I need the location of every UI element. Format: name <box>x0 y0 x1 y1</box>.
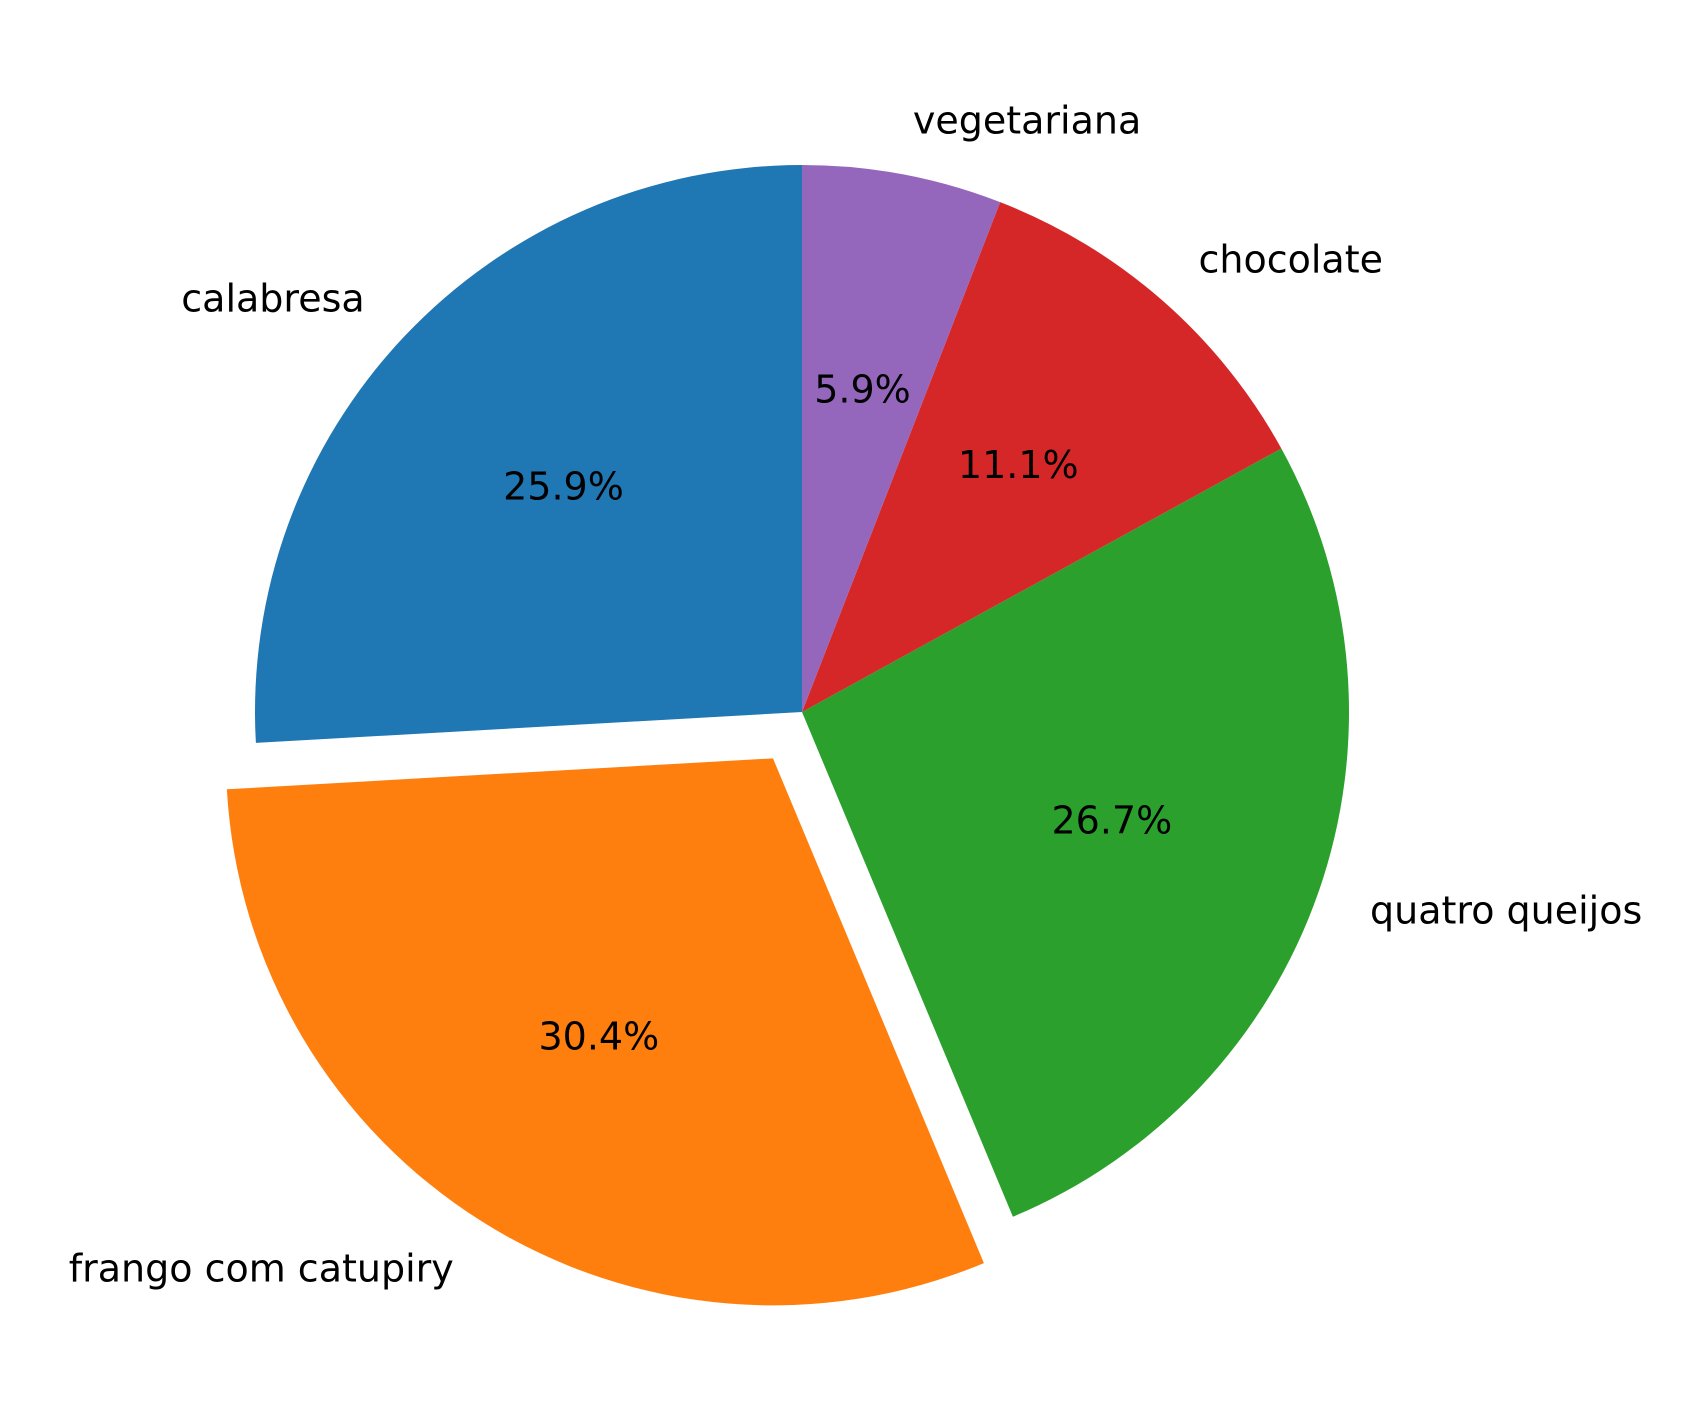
labels-layer: 25.9% calabresa 30.4% frango com catupiry 26… <box>69 99 1643 1291</box>
pct-label-vegetariana: 5.9% <box>814 367 911 411</box>
pie-slice-vegetariana <box>802 165 1001 712</box>
pct-label-frango-com-catupiry: 30.4% <box>539 1015 660 1059</box>
slice-label-chocolate: chocolate <box>1198 237 1383 281</box>
slice-label-frango-com-catupiry: frango com catupiry <box>69 1246 454 1290</box>
slice-label-quatro-queijos: quatro queijos <box>1370 888 1642 932</box>
pie-slice-calabresa <box>254 165 803 743</box>
slices-layer <box>226 165 1350 1306</box>
pct-label-quatro-queijos: 26.7% <box>1051 798 1172 842</box>
slice-label-vegetariana: vegetariana <box>913 99 1141 143</box>
pct-label-calabresa: 25.9% <box>503 465 624 509</box>
pie-slice-frango-com-catupiry <box>226 758 984 1306</box>
pct-label-chocolate: 11.1% <box>958 443 1079 487</box>
pie-slice-quatro-queijos <box>802 448 1350 1217</box>
slice-label-calabresa: calabresa <box>181 277 364 321</box>
pie-slice-chocolate <box>802 202 1282 712</box>
